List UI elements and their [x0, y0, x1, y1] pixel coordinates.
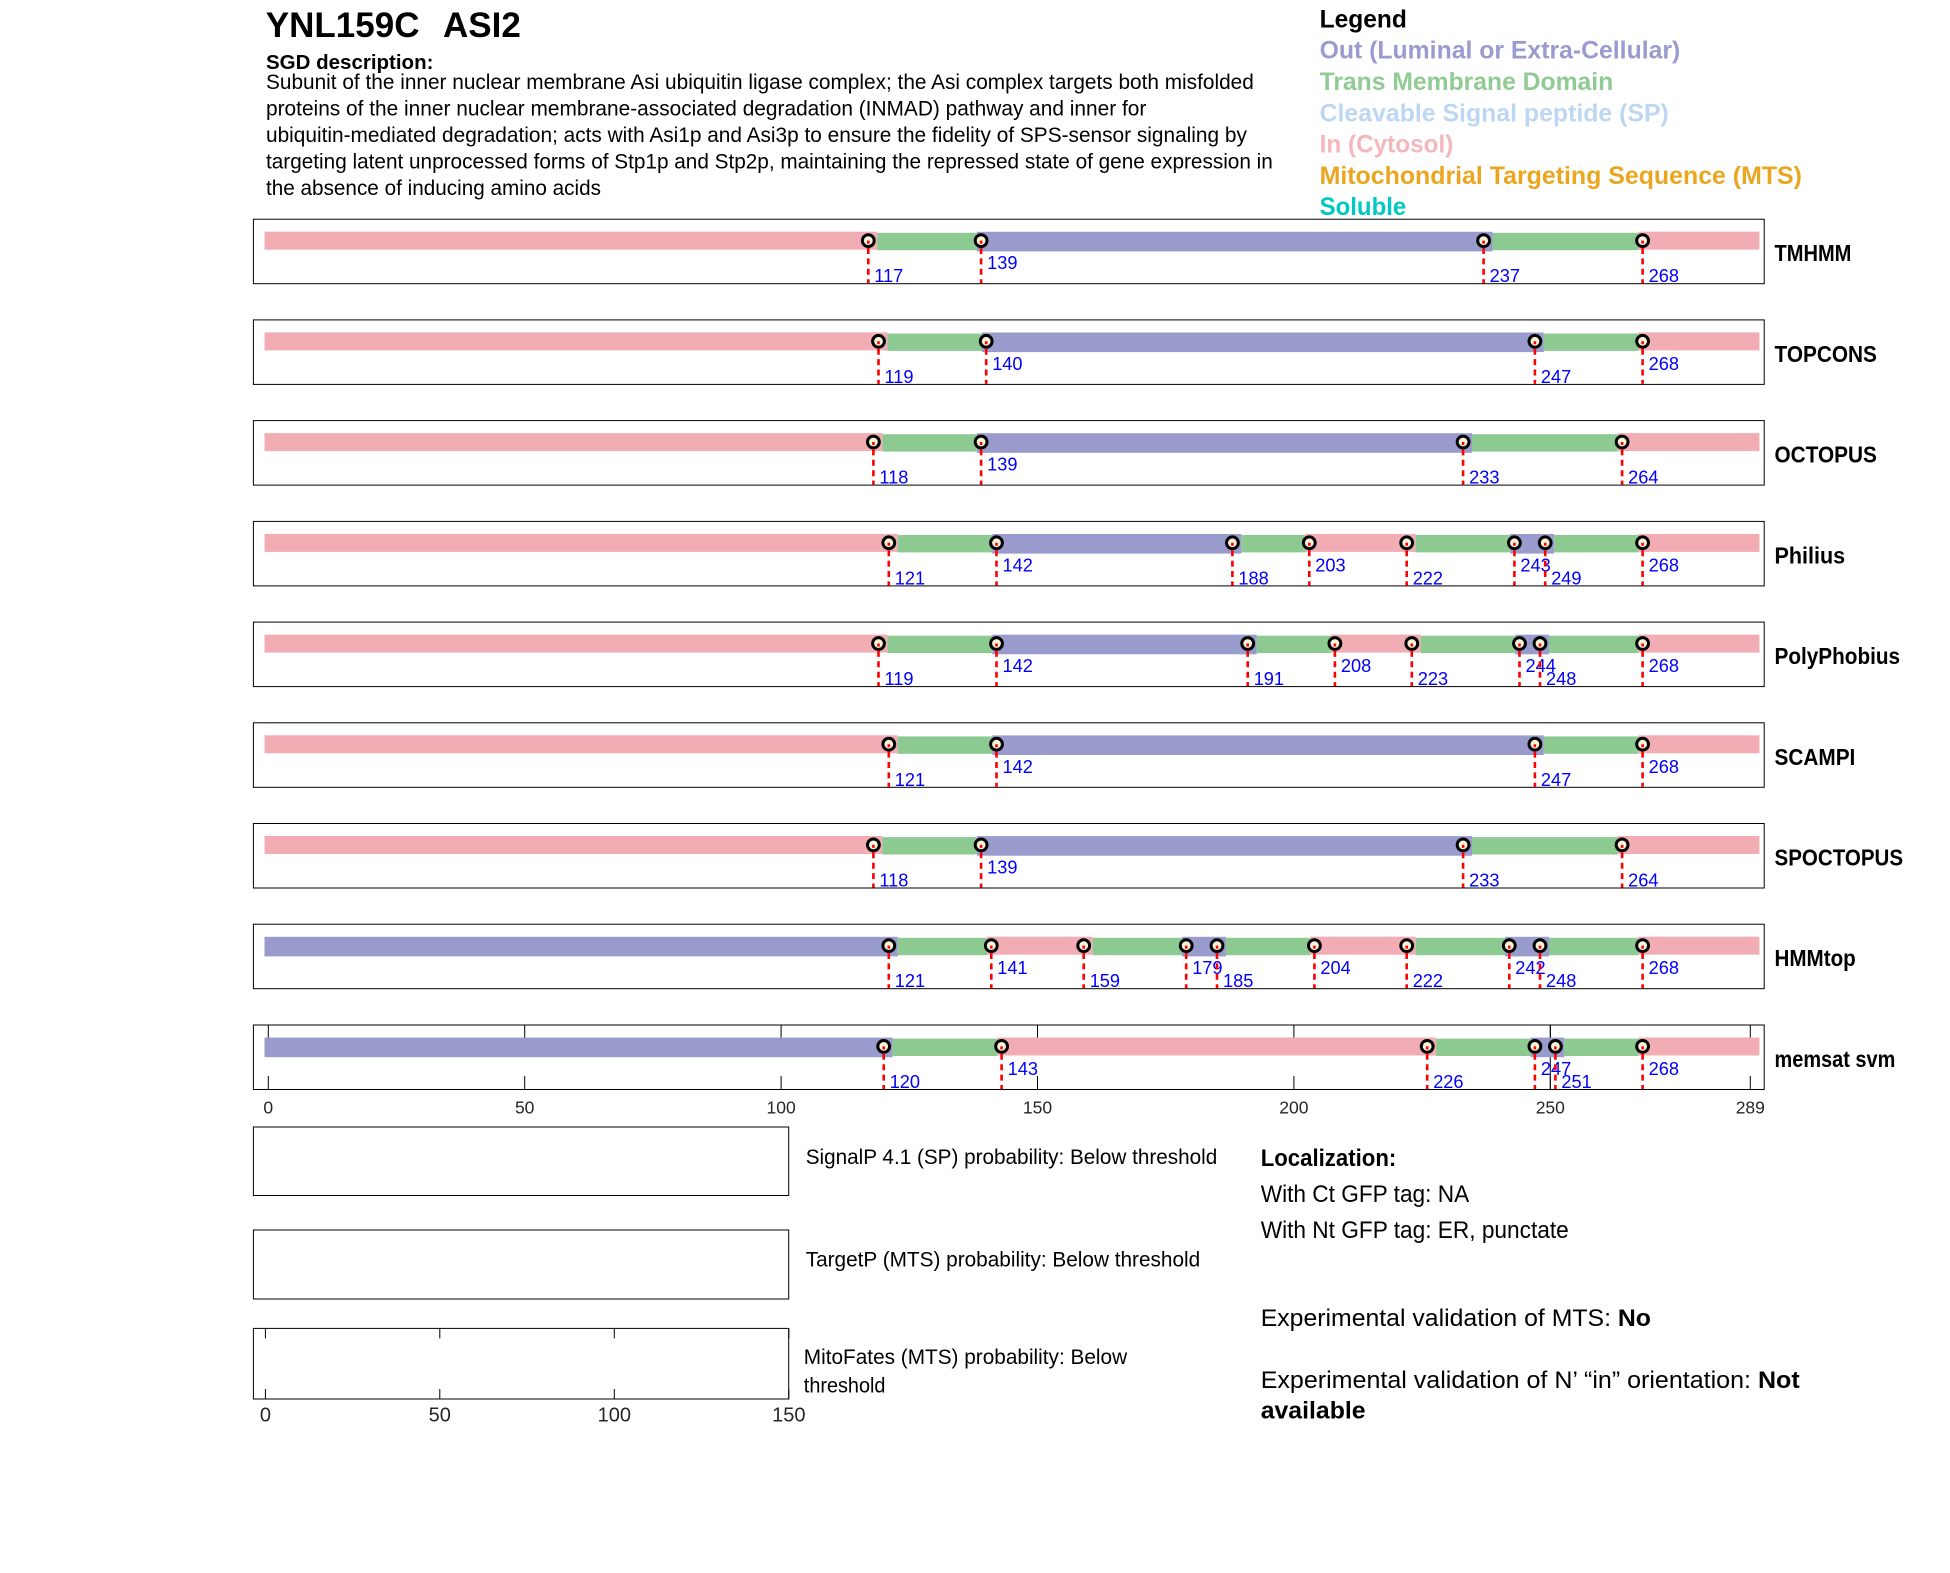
- svg-text:139: 139: [987, 455, 1017, 475]
- svg-text:142: 142: [1003, 656, 1033, 676]
- svg-text:119: 119: [885, 669, 914, 689]
- svg-text:SCAMPI: SCAMPI: [1775, 744, 1856, 770]
- svg-text:159: 159: [1090, 971, 1120, 991]
- svg-text:268: 268: [1649, 1059, 1679, 1079]
- svg-text:Soluble: Soluble: [1320, 194, 1407, 221]
- svg-text:268: 268: [1649, 656, 1679, 676]
- svg-text:226: 226: [1433, 1072, 1463, 1092]
- svg-text:268: 268: [1649, 757, 1679, 777]
- svg-text:MitoFates (MTS) probability: B: MitoFates (MTS) probability: Below: [804, 1346, 1128, 1369]
- svg-text:150: 150: [1023, 1097, 1052, 1117]
- svg-text:142: 142: [1003, 757, 1033, 777]
- svg-text:233: 233: [1469, 871, 1499, 891]
- svg-text:Experimental validation of N’: Experimental validation of N’ “in” orien…: [1261, 1367, 1800, 1393]
- svg-text:Legend: Legend: [1320, 6, 1407, 33]
- svg-text:0: 0: [260, 1405, 271, 1427]
- svg-text:Cleavable Signal peptide (SP): Cleavable Signal peptide (SP): [1320, 100, 1669, 127]
- svg-text:222: 222: [1413, 971, 1443, 991]
- svg-text:100: 100: [598, 1405, 631, 1427]
- svg-text:139: 139: [987, 858, 1017, 878]
- svg-text:268: 268: [1649, 354, 1679, 374]
- svg-text:247: 247: [1541, 367, 1571, 387]
- svg-text:141: 141: [997, 958, 1027, 978]
- svg-text:50: 50: [429, 1405, 451, 1427]
- svg-text:121: 121: [895, 770, 925, 790]
- svg-text:250: 250: [1536, 1097, 1565, 1117]
- svg-text:248: 248: [1546, 971, 1576, 991]
- svg-text:117: 117: [874, 266, 903, 286]
- svg-text:With Ct GFP tag: NA: With Ct GFP tag: NA: [1261, 1181, 1470, 1208]
- svg-text:150: 150: [772, 1405, 805, 1427]
- svg-text:PolyPhobius: PolyPhobius: [1775, 643, 1901, 669]
- svg-text:Subunit of the inner nuclear m: Subunit of the inner nuclear membrane As…: [266, 71, 1254, 94]
- svg-text:With Nt GFP tag: ER, punctate: With Nt GFP tag: ER, punctate: [1261, 1217, 1569, 1244]
- svg-text:50: 50: [515, 1097, 535, 1117]
- svg-text:203: 203: [1315, 555, 1345, 575]
- svg-text:251: 251: [1561, 1072, 1591, 1092]
- svg-text:SGD description:: SGD description:: [266, 51, 433, 74]
- svg-text:In (Cytosol): In (Cytosol): [1320, 131, 1454, 158]
- svg-text:268: 268: [1649, 958, 1679, 978]
- svg-text:Trans Membrane Domain: Trans Membrane Domain: [1320, 69, 1614, 96]
- svg-text:222: 222: [1413, 568, 1443, 588]
- svg-text:264: 264: [1628, 871, 1658, 891]
- svg-text:HMMtop: HMMtop: [1775, 945, 1856, 971]
- svg-text:118: 118: [879, 871, 908, 891]
- svg-text:Philius: Philius: [1775, 543, 1846, 569]
- svg-text:208: 208: [1341, 656, 1371, 676]
- svg-text:SPOCTOPUS: SPOCTOPUS: [1775, 844, 1904, 870]
- svg-text:243: 243: [1520, 555, 1550, 575]
- svg-text:TMHMM: TMHMM: [1775, 240, 1852, 267]
- svg-text:268: 268: [1649, 555, 1679, 575]
- svg-text:120: 120: [890, 1072, 920, 1092]
- svg-text:289: 289: [1736, 1097, 1765, 1117]
- svg-text:0: 0: [263, 1097, 273, 1117]
- svg-text:119: 119: [885, 367, 914, 387]
- svg-text:Mitochondrial Targeting Sequen: Mitochondrial Targeting Sequence (MTS): [1320, 163, 1802, 190]
- svg-text:223: 223: [1418, 669, 1448, 689]
- svg-text:140: 140: [992, 354, 1022, 374]
- svg-text:SignalP 4.1 (SP) probability:: SignalP 4.1 (SP) probability: Below thre…: [806, 1146, 1218, 1169]
- svg-text:targeting latent unprocessed f: targeting latent unprocessed forms of St…: [266, 150, 1273, 173]
- svg-text:237: 237: [1490, 266, 1520, 286]
- svg-text:ubiquitin-mediated degradation: ubiquitin-mediated degradation; acts wit…: [266, 124, 1247, 147]
- svg-text:YNL159C: YNL159C: [266, 6, 420, 45]
- svg-text:Experimental validation of MTS: Experimental validation of MTS: No: [1261, 1306, 1651, 1333]
- svg-text:121: 121: [895, 971, 925, 991]
- svg-text:248: 248: [1546, 669, 1576, 689]
- svg-text:TargetP (MTS) probability: Bel: TargetP (MTS) probability: Below thresho…: [806, 1248, 1201, 1271]
- svg-text:249: 249: [1551, 568, 1581, 588]
- svg-text:proteins of the inner nuclear: proteins of the inner nuclear membrane-a…: [266, 97, 1146, 120]
- svg-text:118: 118: [879, 468, 908, 488]
- svg-text:143: 143: [1008, 1059, 1038, 1079]
- svg-text:191: 191: [1254, 669, 1284, 689]
- svg-text:Out (Luminal or Extra-Cellular: Out (Luminal or Extra-Cellular): [1320, 38, 1681, 65]
- svg-text:121: 121: [895, 568, 925, 588]
- svg-text:139: 139: [987, 253, 1017, 273]
- svg-text:available: available: [1261, 1398, 1366, 1425]
- svg-text:204: 204: [1320, 958, 1350, 978]
- svg-text:ASI2: ASI2: [443, 6, 521, 45]
- svg-text:memsat svm: memsat svm: [1775, 1047, 1896, 1073]
- svg-text:179: 179: [1192, 958, 1222, 978]
- svg-text:Localization:: Localization:: [1261, 1144, 1397, 1171]
- svg-text:the absence of inducing amino: the absence of inducing amino acids: [266, 177, 601, 200]
- svg-text:threshold: threshold: [804, 1374, 886, 1398]
- svg-text:OCTOPUS: OCTOPUS: [1775, 442, 1877, 468]
- svg-text:TOPCONS: TOPCONS: [1775, 341, 1877, 367]
- svg-text:233: 233: [1469, 468, 1499, 488]
- svg-text:185: 185: [1223, 971, 1253, 991]
- svg-text:200: 200: [1279, 1097, 1308, 1117]
- svg-text:188: 188: [1238, 568, 1268, 588]
- svg-text:247: 247: [1541, 770, 1571, 790]
- svg-text:242: 242: [1515, 958, 1545, 978]
- svg-text:100: 100: [766, 1097, 795, 1117]
- svg-text:264: 264: [1628, 468, 1658, 488]
- svg-text:142: 142: [1003, 555, 1033, 575]
- svg-text:268: 268: [1649, 266, 1679, 286]
